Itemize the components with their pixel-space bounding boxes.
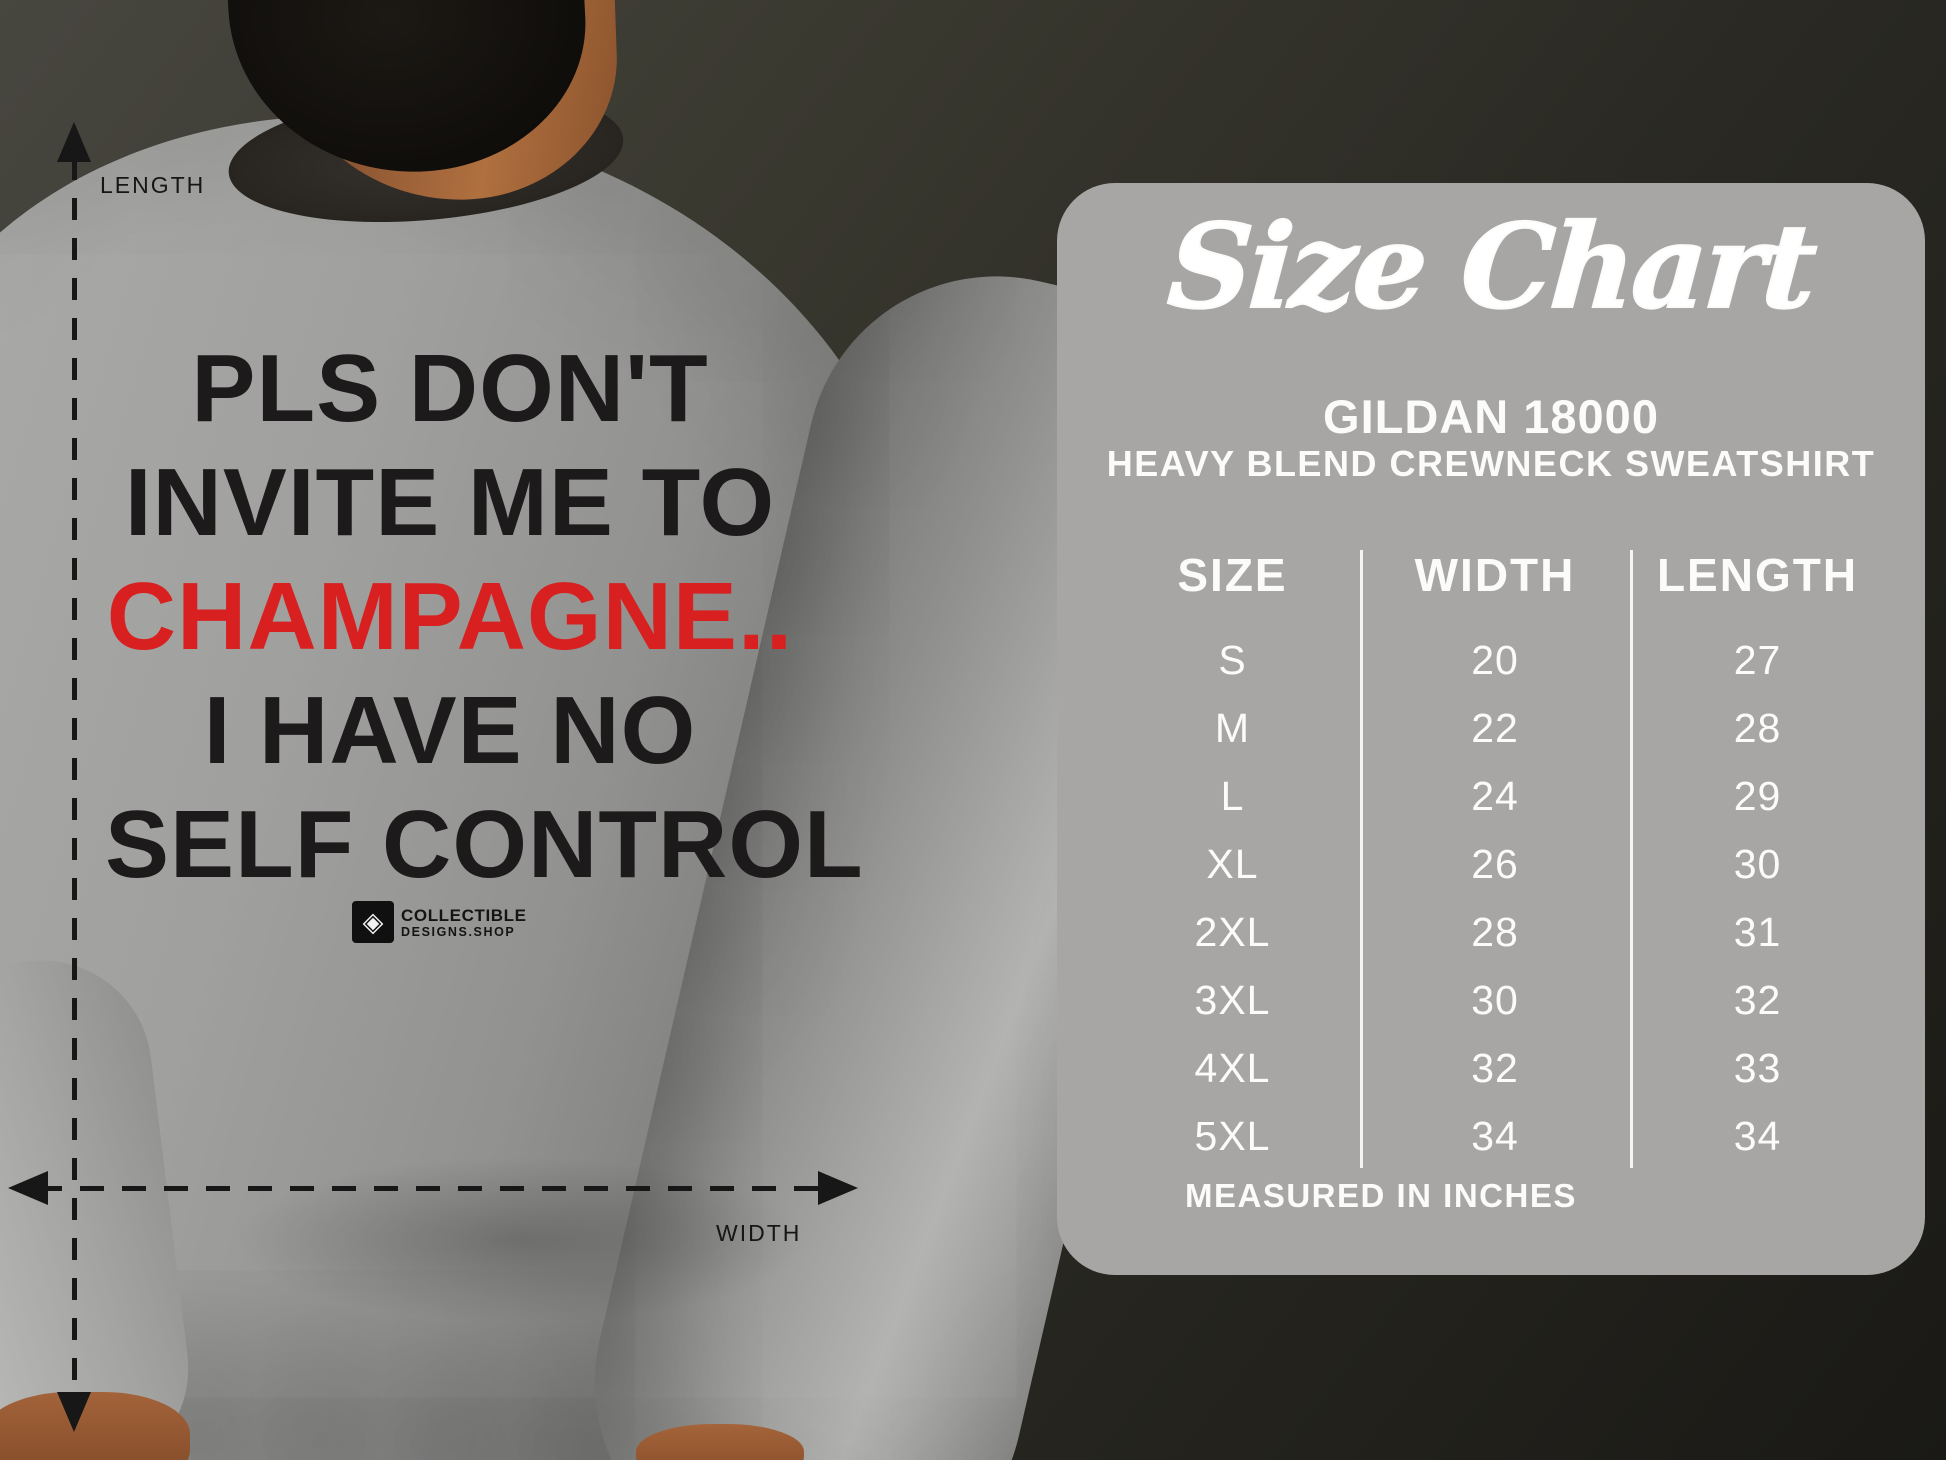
brand-domain: DESIGNS.SHOP [401,924,516,939]
brand-text: COLLECTIBLE DESIGNS.SHOP [401,906,527,939]
fabric-fold-shadow [210,1150,830,1330]
shirt-print-line: INVITE ME TO [124,449,776,556]
length-cell: 32 [1733,977,1782,1023]
width-cell: 20 [1471,637,1519,683]
size-table-header: SIZE WIDTH LENGTH [1057,549,1925,601]
length-cell: 33 [1733,1045,1782,1091]
column-header-width: WIDTH [1414,549,1576,601]
width-arrow-right-icon [818,1171,858,1205]
shirt-print-line: PLS DON'T [191,335,709,442]
size-chart-title: Size Chart [1163,198,1819,336]
width-cell: 34 [1471,1113,1519,1159]
width-arrow-left-icon [8,1171,48,1205]
column-divider [1360,550,1363,1168]
width-cell: 22 [1471,705,1519,751]
shirt-print-line: SELF CONTROL [105,791,864,898]
size-table-rows: S 20 27 M 22 28 L 24 29 XL 26 30 2XL 28 31 3XL 30 32 4XL 32… [1057,626,1925,1170]
length-cell: 30 [1733,841,1782,887]
size-cell: S [1218,637,1247,683]
size-table-row: XL 26 30 [1057,830,1925,898]
size-table-row: M 22 28 [1057,694,1925,762]
size-table-row: 3XL 30 32 [1057,966,1925,1034]
length-dashed-line [72,158,77,1390]
brand-name: COLLECTIBLE [401,905,527,925]
measurement-unit-note: MEASURED IN INCHES [1185,1177,1577,1214]
width-cell: 24 [1471,773,1519,819]
diamond-monogram-icon: ◈ [362,906,384,937]
length-arrow-up-icon [57,122,91,162]
size-cell: 5XL [1194,1113,1271,1159]
length-cell: 29 [1733,773,1782,819]
column-header-length: LENGTH [1656,549,1859,601]
product-model: GILDAN 18000 [1323,390,1659,443]
width-cell: 28 [1471,909,1519,955]
size-table-row: 4XL 32 33 [1057,1034,1925,1102]
size-table-row: 5XL 34 34 [1057,1102,1925,1170]
size-cell: L [1220,773,1245,819]
size-cell: 4XL [1194,1045,1271,1091]
brand-logo: ◈ COLLECTIBLE DESIGNS.SHOP [352,901,527,943]
size-cell: M [1214,705,1251,751]
length-cell: 31 [1733,909,1782,955]
shirt-print-line: I HAVE NO [203,677,697,784]
size-cell: 3XL [1194,977,1271,1023]
size-table-row: 2XL 28 31 [1057,898,1925,966]
model-right-hand [636,1424,804,1460]
shirt-print-line-accent: CHAMPAGNE.. [106,563,794,670]
brand-logo-badge: ◈ [352,901,394,943]
column-divider [1630,550,1633,1168]
length-label: LENGTH [100,172,206,198]
width-dashed-line [38,1186,820,1191]
size-cell: XL [1206,841,1259,887]
width-cell: 26 [1471,841,1519,887]
length-cell: 34 [1733,1113,1782,1159]
column-header-size: SIZE [1177,549,1288,601]
size-table-row: L 24 29 [1057,762,1925,830]
width-label: WIDTH [716,1220,802,1246]
shirt-print-text: PLS DON'T INVITE ME TO CHAMPAGNE.. I HAV… [105,332,864,902]
size-chart-panel: Size Chart GILDAN 18000 HEAVY BLEND CREW… [1057,183,1925,1275]
length-arrow-down-icon [57,1392,91,1432]
size-table-row: S 20 27 [1057,626,1925,694]
length-cell: 27 [1733,637,1782,683]
size-cell: 2XL [1194,909,1271,955]
width-cell: 30 [1471,977,1519,1023]
width-cell: 32 [1471,1045,1519,1091]
model-left-hand [0,1392,190,1460]
product-description: HEAVY BLEND CREWNECK SWEATSHIRT [1106,443,1876,484]
length-cell: 28 [1733,705,1782,751]
